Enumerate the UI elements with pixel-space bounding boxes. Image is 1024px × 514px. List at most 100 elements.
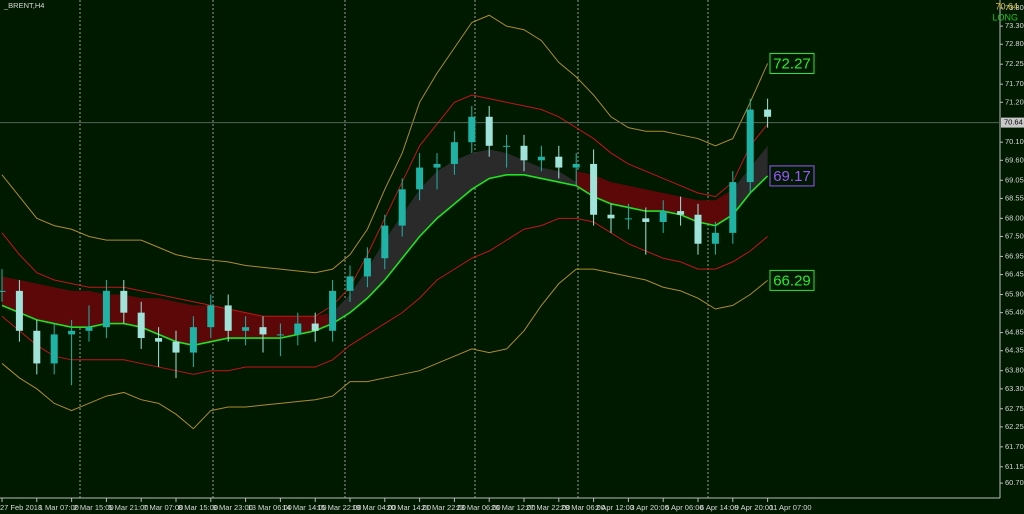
price-tag-box — [1001, 117, 1024, 128]
end-label: 69.17 — [773, 168, 811, 185]
candle-body — [0, 290, 6, 292]
period-separators — [79, 0, 709, 498]
x-tick-label: 9 Mar 23:00 — [213, 503, 253, 512]
x-tick-label: 21 Mar 22:00 — [422, 503, 466, 512]
candle-body — [642, 218, 650, 222]
y-tick-label: 73.80 — [1005, 3, 1024, 12]
candle-body — [259, 327, 267, 335]
x-tick-label: 6 Apr 14:00 — [700, 503, 738, 512]
y-tick-label: 66.95 — [1005, 251, 1024, 260]
candle-body — [398, 189, 406, 226]
candle-body — [102, 290, 110, 328]
candle-body — [329, 290, 337, 331]
candle-body — [363, 258, 371, 277]
x-tick-label: 3 Apr 20:00 — [630, 503, 668, 512]
candle-body — [433, 163, 441, 168]
y-tick-label: 68.00 — [1005, 213, 1024, 222]
band-line — [1, 174, 769, 347]
candle-body — [572, 163, 580, 168]
y-tick-label: 62.25 — [1005, 422, 1024, 431]
band-line — [1, 268, 768, 430]
y-tick-label: 63.30 — [1005, 384, 1024, 393]
x-tick-label: 15 Mar 22:00 — [317, 503, 361, 512]
candle-body — [468, 116, 476, 143]
candle-body — [381, 225, 389, 259]
x-tick-label: 13 Mar 06:00 — [248, 503, 292, 512]
y-tick-label: 69.05 — [1005, 175, 1024, 184]
candle-body — [729, 182, 737, 233]
candle-body — [764, 109, 772, 117]
candle-body — [68, 330, 76, 335]
candle-body — [224, 305, 232, 331]
chart-title: _BRENT,H4 — [3, 1, 44, 10]
band-line — [1, 217, 768, 375]
x-tick-label: 27 Mar 22:00 — [526, 503, 570, 512]
candle-body — [503, 145, 511, 147]
candle-body — [50, 334, 58, 364]
y-tick-label: 68.55 — [1005, 193, 1024, 202]
band-line — [1, 14, 769, 274]
candle-body — [450, 142, 458, 164]
x-tick-label: 1 Mar 07:00 — [39, 503, 79, 512]
y-tick-label: 61.70 — [1005, 442, 1024, 451]
end-label-box — [769, 269, 815, 291]
x-tick-label: 8 Mar 15:00 — [178, 503, 218, 512]
x-tick-label: 5 Mar 21:00 — [108, 503, 148, 512]
end-label-box — [769, 165, 815, 187]
x-tick-label: 11 Apr 07:00 — [770, 503, 812, 512]
y-tick-label: 62.75 — [1005, 404, 1024, 413]
x-tick-label: 5 Apr 06:00 — [665, 503, 703, 512]
last-price: 70.64 — [995, 1, 1018, 11]
x-tick-label: 2 Apr 12:00 — [596, 503, 634, 512]
y-tick-label: 70.10 — [1005, 137, 1024, 146]
candle-body — [624, 218, 632, 220]
candle-body — [590, 163, 598, 215]
x-tick-label: 19 Mar 04:00 — [352, 503, 396, 512]
candle-body — [172, 341, 180, 353]
end-label-box — [769, 52, 815, 74]
y-tick-label: 64.85 — [1005, 328, 1024, 337]
y-tick-label: 73.30 — [1005, 21, 1024, 30]
end-label: 72.27 — [773, 55, 811, 72]
candle-body — [607, 214, 615, 219]
x-tick-label: 23 Mar 06:00 — [456, 503, 500, 512]
y-tick-label: 67.50 — [1005, 231, 1024, 240]
cloud — [2, 276, 333, 346]
cloud — [576, 171, 733, 226]
y-tick-label: 65.90 — [1005, 290, 1024, 299]
candle-body — [416, 167, 424, 190]
y-tick-label: 71.70 — [1005, 79, 1024, 88]
y-tick-label: 65.40 — [1005, 308, 1024, 317]
x-tick-label: 29 Mar 06:00 — [561, 503, 605, 512]
candle-body — [120, 290, 128, 313]
candle-body — [311, 323, 319, 331]
candle-body — [694, 214, 702, 244]
x-tick-label: 7 Mar 07:00 — [143, 503, 183, 512]
candle-body — [520, 145, 528, 161]
candle-body — [189, 327, 197, 353]
x-tick-label: 9 Apr 20:00 — [735, 503, 773, 512]
candle-body — [242, 327, 250, 331]
candle-body — [659, 211, 667, 222]
y-tick-label: 64.35 — [1005, 346, 1024, 355]
y-tick-label: 60.70 — [1005, 478, 1024, 487]
y-tick-label: 61.15 — [1005, 462, 1024, 471]
candle-body — [346, 276, 354, 291]
candle-body — [555, 156, 563, 168]
y-tick-label: 71.20 — [1005, 97, 1024, 106]
candle-body — [15, 290, 23, 331]
end-label: 66.29 — [773, 272, 811, 289]
candle-body — [276, 334, 284, 336]
candle-body — [207, 305, 215, 328]
price-tag: 70.64 — [1004, 118, 1023, 127]
y-tick-label: 63.80 — [1005, 366, 1024, 375]
y-tick-label: 69.60 — [1005, 155, 1024, 164]
candle-body — [137, 312, 145, 339]
x-tick-label: 20 Mar 14:00 — [387, 503, 431, 512]
y-tick-label: 72.25 — [1005, 59, 1024, 68]
candle-body — [746, 109, 754, 183]
candle-body — [155, 338, 163, 342]
candle-body — [677, 211, 685, 215]
